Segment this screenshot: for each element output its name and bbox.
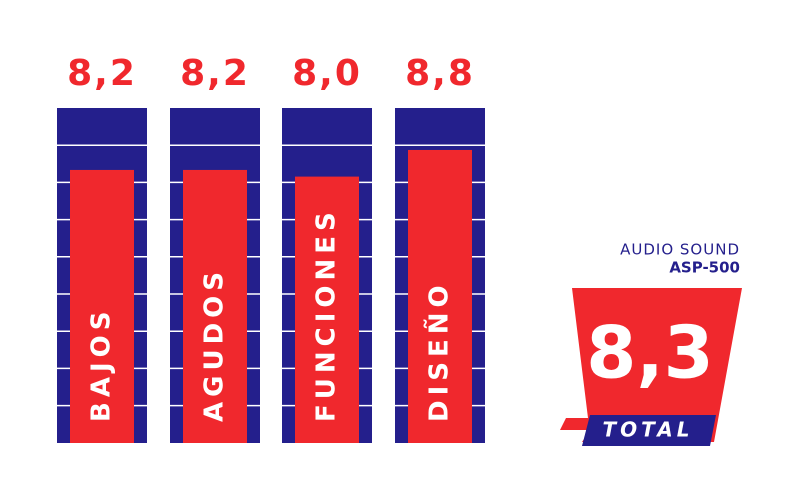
category-label: BAJOS (87, 307, 117, 422)
bar (408, 149, 472, 443)
value-label: 8,2 (180, 53, 250, 94)
bar (70, 169, 134, 443)
total-value: 8,3 (586, 311, 714, 395)
brand: AUDIO SOUND (620, 241, 740, 259)
model: ASP-500 (669, 259, 740, 277)
bar (183, 169, 247, 443)
value-label: 8,0 (292, 53, 362, 94)
value-label: 8,8 (405, 53, 475, 94)
category-label: AGUDOS (200, 267, 230, 422)
category-label: DISEÑO (423, 280, 455, 422)
total-band (582, 415, 716, 446)
bar (295, 176, 359, 443)
total-label: TOTAL (603, 418, 694, 442)
total-badge (560, 288, 742, 442)
category-label: FUNCIONES (312, 207, 342, 422)
value-label: 8,2 (67, 53, 137, 94)
